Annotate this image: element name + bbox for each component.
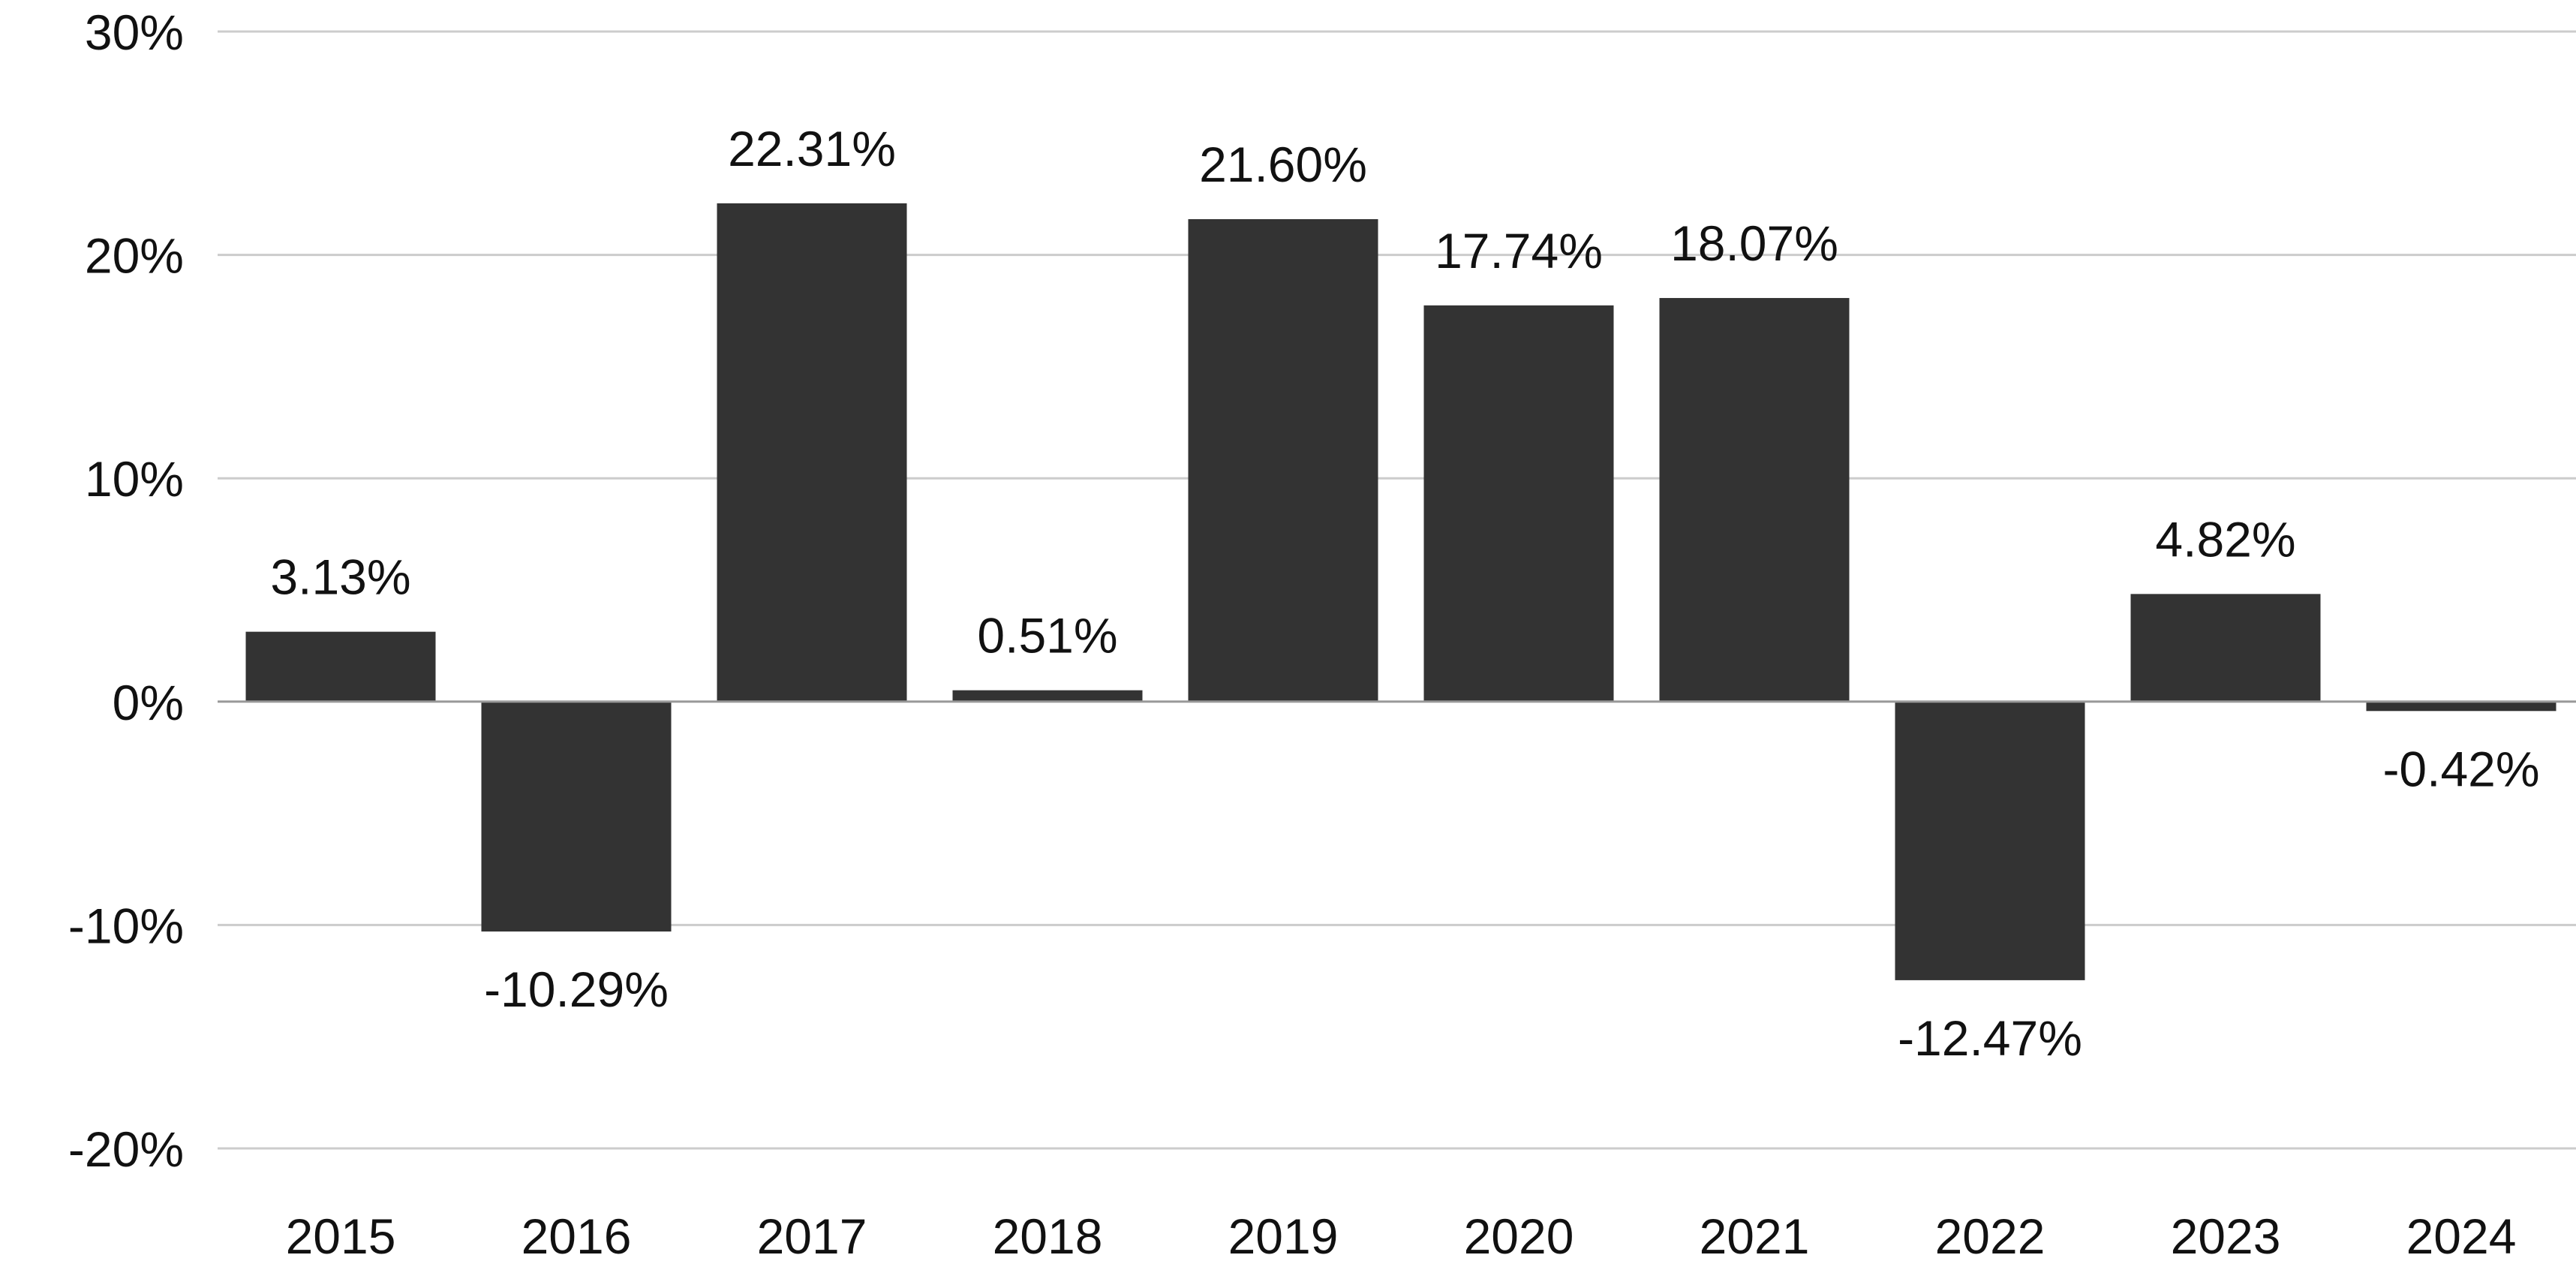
x-tick-label-2020: 2020 [1464, 1208, 1574, 1264]
bar-2019 [1188, 218, 1378, 702]
x-tick-label-2017: 2017 [757, 1208, 867, 1264]
x-tick-label-2022: 2022 [1935, 1208, 2045, 1264]
value-label-2021: 18.07% [1670, 215, 1838, 271]
bar-2015 [245, 631, 436, 702]
y-tick-label: -20% [68, 1121, 184, 1177]
bar-2023 [2130, 594, 2321, 702]
value-label-2024: -0.42% [2382, 741, 2539, 796]
x-tick-label-2023: 2023 [2171, 1208, 2281, 1264]
bar-2016 [481, 701, 672, 932]
bar-2022 [1895, 701, 2085, 980]
x-tick-label-2019: 2019 [1228, 1208, 1339, 1264]
y-tick-label: 10% [85, 451, 184, 507]
bar-2024 [2366, 701, 2556, 712]
x-tick-label-2015: 2015 [286, 1208, 396, 1264]
y-axis-tick-labels: 30% 20% 10% 0% -10% -20% [68, 5, 184, 1177]
value-labels: 3.13% -10.29% 22.31% 0.51% 21.60% 17.74% 18.07… [270, 121, 2539, 1066]
value-label-2020: 17.74% [1435, 223, 1603, 278]
x-tick-label-2018: 2018 [993, 1208, 1103, 1264]
bar-2018 [952, 690, 1143, 702]
bar-2020 [1423, 305, 1614, 702]
x-axis-tick-labels: 2015 2016 2017 2018 2019 2020 2021 2022 2023 2024 [286, 1208, 2517, 1264]
x-tick-label-2021: 2021 [1700, 1208, 1810, 1264]
bars [245, 203, 2556, 980]
value-label-2019: 21.60% [1199, 137, 1367, 192]
x-tick-label-2016: 2016 [522, 1208, 632, 1264]
value-label-2015: 3.13% [270, 549, 410, 605]
value-label-2016: -10.29% [484, 962, 669, 1017]
value-label-2022: -12.47% [1898, 1010, 2082, 1066]
y-tick-label: -10% [68, 898, 184, 953]
bar-2017 [717, 203, 907, 702]
y-tick-label: 0% [113, 675, 184, 730]
y-tick-label: 30% [85, 5, 184, 60]
bar-2021 [1659, 298, 1850, 702]
value-label-2017: 22.31% [728, 121, 896, 176]
value-label-2018: 0.51% [977, 608, 1117, 664]
value-label-2023: 4.82% [2155, 511, 2295, 567]
x-tick-label-2024: 2024 [2406, 1208, 2517, 1264]
y-tick-label: 20% [85, 228, 184, 284]
